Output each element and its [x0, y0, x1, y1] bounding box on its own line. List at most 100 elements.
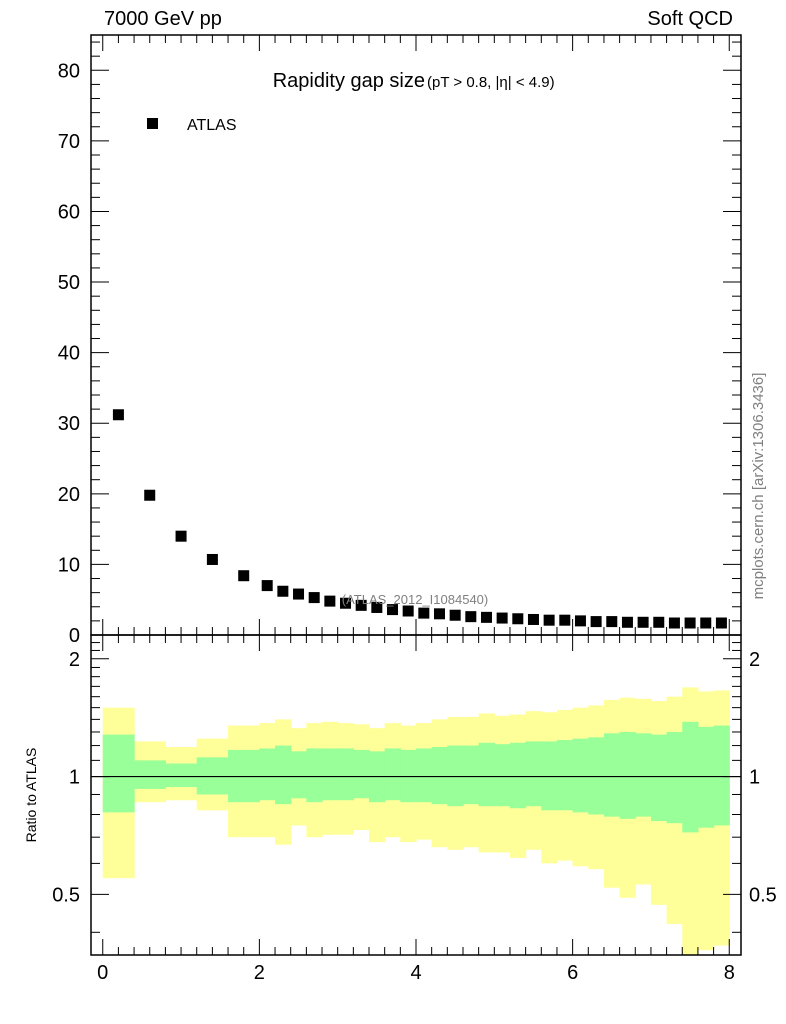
inner-band-bin [290, 751, 307, 799]
inner-band-bin [635, 733, 652, 817]
inner-band-bin [102, 734, 135, 813]
legend-marker-atlas [147, 118, 158, 129]
data-point [512, 613, 524, 625]
inner-band-bin [416, 748, 433, 803]
data-point [355, 599, 367, 611]
inner-band-bin [306, 748, 323, 803]
data-point [277, 585, 289, 597]
data-point [261, 580, 273, 592]
data-point [324, 595, 336, 607]
tick-label: 60 [58, 201, 80, 223]
inner-band-bin [603, 733, 621, 817]
inner-band-bin [337, 748, 354, 801]
data-point [715, 617, 727, 629]
inner-band-bin [713, 725, 730, 826]
ratio-bands [102, 687, 730, 955]
tick-label: 2 [69, 649, 80, 671]
data-point [449, 609, 461, 621]
data-point [206, 553, 218, 565]
inner-band-bin [275, 745, 292, 805]
header-right-label: Soft QCD [647, 8, 733, 30]
data-point [112, 409, 124, 421]
inner-band-bin [447, 745, 464, 807]
data-point [402, 605, 414, 617]
tick-label: 40 [58, 343, 80, 365]
data-point [340, 597, 352, 609]
inner-band-bin [588, 737, 605, 815]
data-point [371, 601, 383, 613]
data-point [527, 613, 539, 625]
inner-band-bin [478, 742, 495, 807]
inner-band-bin [494, 744, 511, 807]
data-point [574, 615, 586, 627]
tick-label: 20 [58, 484, 80, 506]
tick-label: 0.5 [52, 884, 80, 906]
chart-title: Rapidity gap size [273, 70, 425, 92]
tick-label: 2 [254, 962, 265, 984]
ratio-y-axis-label: Ratio to ATLAS [23, 748, 39, 843]
inner-band-bin [525, 741, 542, 807]
data-point [144, 489, 156, 501]
axis-ticks [91, 35, 741, 955]
tick-label: 80 [58, 60, 80, 82]
data-point [293, 588, 305, 600]
legend-label-atlas: ATLAS [187, 117, 237, 134]
tick-label: 0 [69, 625, 80, 647]
inner-band-bin [196, 757, 229, 795]
inner-band-bin [259, 748, 276, 801]
data-point [700, 617, 712, 629]
tick-label: 0.5 [749, 884, 777, 906]
data-points [112, 409, 727, 629]
inner-band-bin [462, 745, 480, 805]
side-label: mcplots.cern.ch [arXiv:1306.3436] [750, 373, 767, 600]
tick-label: 50 [58, 272, 80, 294]
inner-band-bin [322, 748, 339, 801]
reference-label: (ATLAS_2012_I1084540) [342, 592, 488, 607]
data-point [606, 616, 618, 628]
data-point [465, 611, 477, 623]
data-point [621, 616, 633, 628]
inner-band-bin [556, 740, 574, 811]
data-point [496, 612, 508, 624]
inner-band-bin [509, 742, 527, 809]
inner-band-bin [666, 731, 683, 824]
data-point [637, 616, 649, 628]
tick-label: 6 [567, 962, 578, 984]
inner-band-bin [619, 731, 636, 819]
inner-band-bin [165, 763, 198, 788]
header-left-label: 7000 GeV pp [104, 8, 222, 30]
data-point [559, 614, 571, 626]
chart-subtitle: (pT > 0.8, |η| < 4.9) [427, 74, 555, 91]
tick-label: 4 [410, 962, 421, 984]
data-point [543, 614, 555, 626]
data-point [433, 608, 445, 620]
data-point [418, 607, 430, 619]
data-point [480, 611, 492, 623]
tick-label: 10 [58, 554, 80, 576]
inner-band-bin [353, 749, 370, 799]
tick-label: 2 [749, 649, 760, 671]
inner-band-bin [431, 747, 448, 805]
tick-label: 8 [724, 962, 735, 984]
inner-band-bin [697, 726, 715, 828]
tick-label: 1 [69, 767, 80, 789]
tick-label: 0 [97, 962, 108, 984]
data-point [308, 592, 320, 604]
data-point [590, 616, 602, 628]
inner-band-bin [134, 760, 166, 789]
tick-label: 1 [749, 767, 760, 789]
data-point [238, 570, 250, 582]
data-point [684, 617, 696, 629]
data-point [175, 530, 187, 542]
inner-band-bin [541, 741, 558, 811]
inner-band-bin [572, 738, 589, 813]
data-point [668, 617, 680, 629]
data-point [387, 604, 399, 616]
tick-label: 70 [58, 131, 80, 153]
data-point [653, 616, 665, 628]
inner-band-bin [650, 734, 668, 821]
tick-label: 30 [58, 413, 80, 435]
inner-band-bin [384, 748, 401, 801]
